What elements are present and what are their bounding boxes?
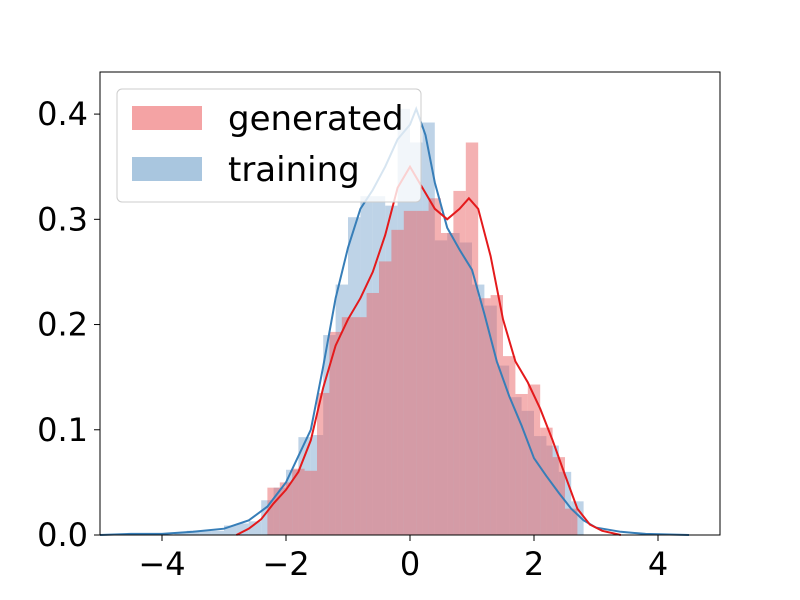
legend-swatch-training: [132, 157, 202, 181]
generated-kde-line: [235, 164, 622, 536]
generated-bar: [279, 482, 293, 535]
generated-bar: [503, 356, 516, 535]
y-tick-label: 0.4: [37, 95, 88, 133]
training-bar: [199, 530, 212, 535]
plot-area: [99, 105, 690, 536]
generated-bar: [490, 295, 503, 535]
x-tick-label: 2: [524, 545, 544, 583]
generated-bar: [552, 457, 565, 535]
generated-bar: [465, 142, 479, 536]
generated-bar: [317, 392, 330, 535]
generated-bar: [304, 470, 317, 535]
generated-bar: [540, 427, 553, 535]
training-bar: [211, 530, 224, 535]
legend-swatch-generated: [132, 106, 202, 130]
generated-bar: [565, 508, 578, 535]
generated-bar: [391, 229, 404, 535]
training-bar: [248, 521, 262, 535]
legend-label-training: training: [228, 150, 360, 190]
generated-bar: [416, 210, 429, 535]
training-bar: [186, 530, 200, 535]
generated-bar: [453, 190, 466, 536]
training-bar: [174, 532, 187, 535]
training-bar: [224, 525, 237, 535]
legend-label-generated: generated: [228, 99, 404, 139]
generated-bar: [292, 468, 305, 535]
generated-bar: [354, 317, 367, 535]
generated-bar: [379, 261, 392, 535]
x-tick-label: −2: [262, 545, 309, 583]
generated-bar: [329, 331, 342, 535]
training-bar: [236, 523, 249, 535]
y-axis: 0.0 0.1 0.2 0.3 0.4: [37, 95, 100, 554]
x-axis: −4 −2 0 2 4: [138, 535, 668, 583]
y-tick-label: 0.2: [37, 306, 88, 344]
generated-bar: [515, 393, 528, 535]
y-tick-label: 0.0: [37, 516, 88, 554]
generated-histogram: [267, 142, 578, 536]
generated-bar: [267, 487, 280, 535]
y-tick-label: 0.1: [37, 411, 88, 449]
generated-bar: [341, 317, 355, 535]
x-tick-label: 0: [400, 545, 420, 583]
x-tick-label: 4: [648, 545, 668, 583]
generated-bar: [478, 298, 491, 535]
y-tick-label: 0.3: [37, 200, 88, 238]
generated-bar: [403, 210, 417, 535]
generated-bar: [428, 198, 441, 536]
generated-bar: [441, 232, 454, 535]
legend: generated training: [116, 88, 422, 203]
x-tick-label: −4: [138, 545, 185, 583]
generated-bar: [366, 292, 379, 535]
